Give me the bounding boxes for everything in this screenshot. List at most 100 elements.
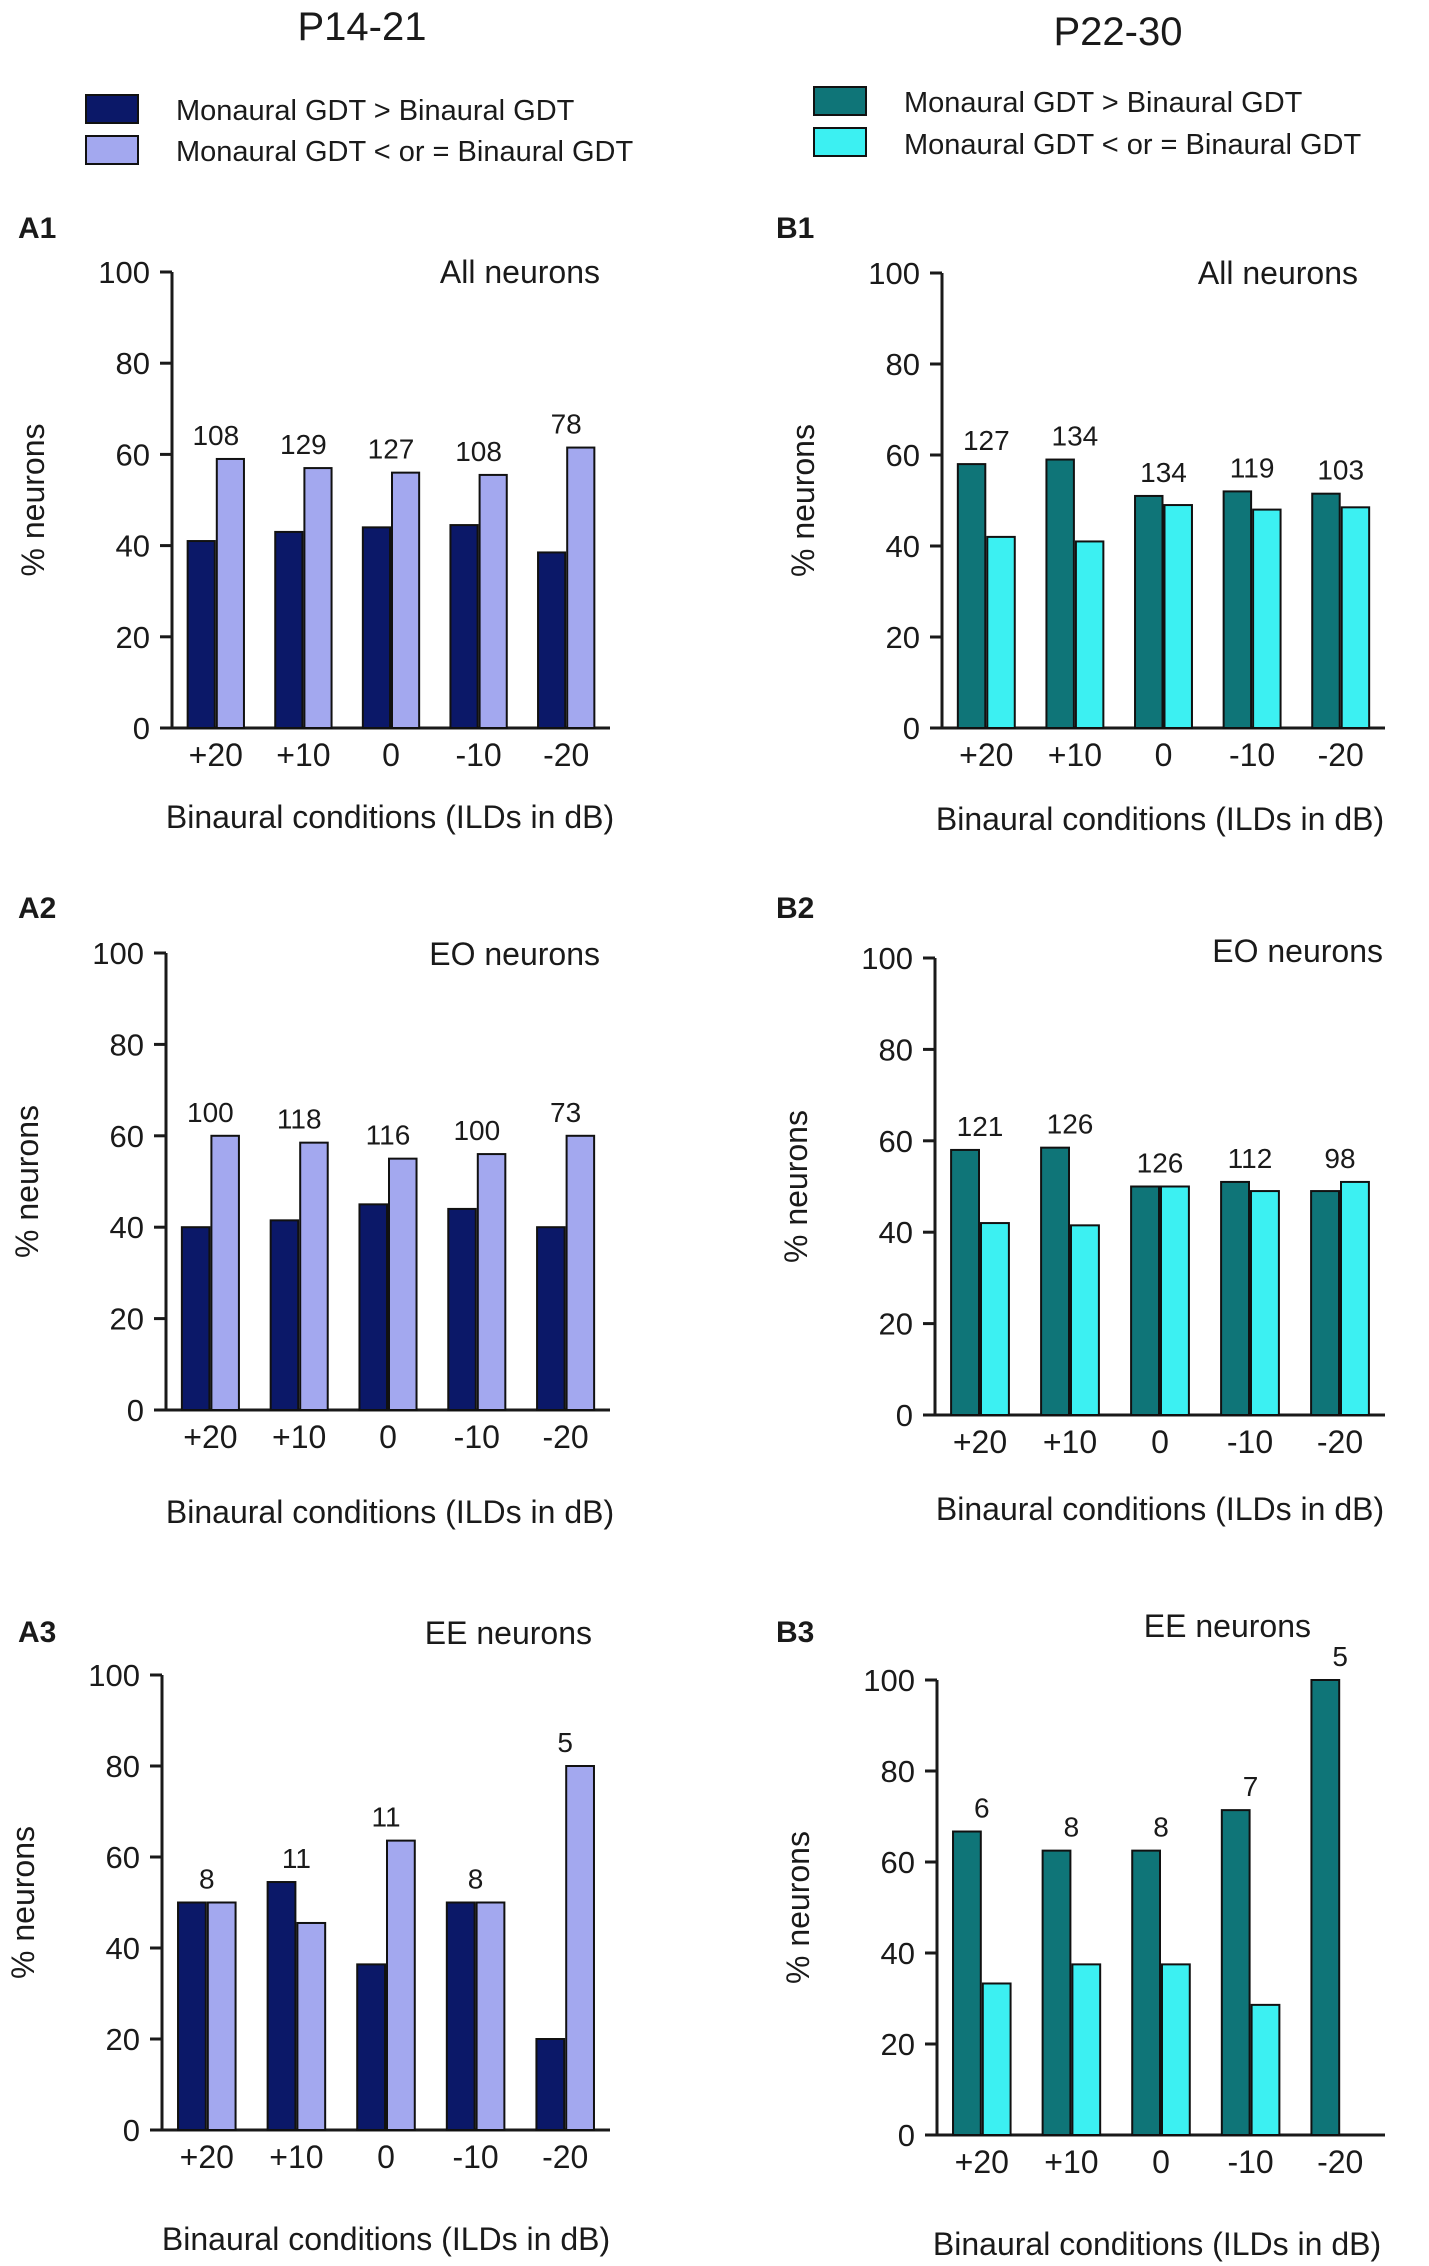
bar-monaural-greater xyxy=(445,1901,476,2131)
x-axis-label: Binaural conditions (ILDs in dB) xyxy=(933,2226,1381,2262)
x-tick-label: -20 xyxy=(542,2139,588,2175)
y-tick-label: 0 xyxy=(898,2118,915,2153)
legend-label-monaural-greater: Monaural GDT > Binaural GDT xyxy=(904,87,1303,119)
bar-monaural-greater xyxy=(1040,1146,1070,1417)
x-tick-label: -10 xyxy=(1227,1424,1273,1460)
bar-monaural-greater xyxy=(1220,1809,1251,2136)
y-tick-label: 100 xyxy=(98,255,150,290)
bar-monaural-less-equal xyxy=(299,1141,329,1412)
chart-title: All neurons xyxy=(1198,255,1358,291)
chart-title: EE neurons xyxy=(1144,1608,1311,1644)
panel-label: A3 xyxy=(18,1616,56,1649)
bar-monaural-greater xyxy=(447,1207,477,1412)
sample-size-label: 98 xyxy=(1324,1143,1355,1174)
bar-monaural-greater xyxy=(361,526,391,729)
sample-size-label: 119 xyxy=(1230,452,1275,483)
chart-panel-b1: B1 All neurons 0 20 40 60 80 100 % neurons Binaur… xyxy=(776,212,1385,837)
bar-monaural-greater xyxy=(266,1881,297,2132)
x-tick-label: 0 xyxy=(1155,737,1173,773)
legend-swatch-monaural-greater xyxy=(85,94,139,124)
x-tick-label: -20 xyxy=(542,1419,588,1455)
legend-swatch-monaural-greater xyxy=(813,86,867,116)
sample-size-label: 118 xyxy=(277,1104,322,1135)
bar-monaural-less-equal xyxy=(1340,1180,1370,1417)
bar-monaural-less-equal xyxy=(386,1839,416,2131)
y-tick-label: 100 xyxy=(92,936,144,971)
bar-monaural-greater xyxy=(950,1148,980,1416)
bar-monaural-less-equal xyxy=(1250,2003,1281,2136)
bar-monaural-less-equal xyxy=(1074,540,1105,730)
x-tick-label: -10 xyxy=(455,737,501,773)
sample-size-label: 8 xyxy=(1064,1812,1080,1843)
bar-monaural-less-equal xyxy=(981,1982,1012,2136)
y-tick-label: 20 xyxy=(879,1307,913,1342)
group-title-p22-30: P22-30 xyxy=(1054,10,1183,54)
y-tick-label: 0 xyxy=(123,2113,140,2148)
bar-monaural-greater xyxy=(1134,494,1164,730)
y-tick-label: 0 xyxy=(127,1393,144,1428)
chart-title: EO neurons xyxy=(1212,933,1383,969)
bar-monaural-greater xyxy=(1130,1185,1160,1416)
x-tick-label: -20 xyxy=(543,737,589,773)
bar-monaural-less-equal xyxy=(388,1157,418,1412)
sample-size-label: 134 xyxy=(1052,421,1099,452)
x-axis-label: Binaural conditions (ILDs in dB) xyxy=(166,799,614,835)
bar-monaural-less-equal xyxy=(1071,1963,1102,2136)
y-tick-label: 40 xyxy=(106,1931,140,1966)
x-tick-label: -20 xyxy=(1318,737,1364,773)
bar-monaural-less-equal xyxy=(303,467,333,729)
y-tick-label: 0 xyxy=(896,1398,913,1433)
y-tick-label: 100 xyxy=(861,941,913,976)
bar-monaural-greater xyxy=(180,1226,211,1411)
bar-monaural-greater xyxy=(1311,492,1341,729)
x-tick-label: +20 xyxy=(183,1419,237,1455)
chart-title: All neurons xyxy=(440,254,600,290)
y-tick-label: 60 xyxy=(106,1840,140,1875)
x-tick-label: +10 xyxy=(1044,2144,1098,2180)
y-tick-label: 80 xyxy=(879,1032,913,1067)
y-tick-label: 80 xyxy=(106,1749,140,1784)
bar-monaural-less-equal xyxy=(296,1921,327,2131)
x-tick-label: 0 xyxy=(1151,1424,1169,1460)
bar-monaural-greater xyxy=(535,2038,566,2131)
y-tick-label: 80 xyxy=(886,347,920,382)
panel-label: A1 xyxy=(18,212,56,245)
bar-monaural-greater xyxy=(1131,1849,1161,2136)
legend-p22-30: Monaural GDT > Binaural GDT Monaural GDT… xyxy=(813,86,1361,161)
panel-label: B2 xyxy=(776,892,814,925)
sample-size-label: 78 xyxy=(551,409,582,440)
y-axis-label: % neurons xyxy=(9,1105,45,1258)
chart-panel-a1: A1 All neurons 0 20 40 60 80 100 % neurons Binaur… xyxy=(15,212,614,835)
y-tick-label: 60 xyxy=(881,1845,915,1880)
bar-monaural-greater xyxy=(1310,1679,1341,2136)
x-axis-label: Binaural conditions (ILDs in dB) xyxy=(166,1494,614,1530)
bar-monaural-less-equal xyxy=(1250,1190,1280,1416)
y-tick-label: 100 xyxy=(868,256,920,291)
x-axis-label: Binaural conditions (ILDs in dB) xyxy=(936,1491,1384,1527)
x-tick-label: -20 xyxy=(1317,2144,1363,2180)
x-tick-label: +20 xyxy=(955,2144,1009,2180)
bar-monaural-less-equal xyxy=(565,1765,595,2131)
y-tick-label: 20 xyxy=(881,2027,915,2062)
y-tick-label: 20 xyxy=(106,2022,140,2057)
bar-monaural-greater xyxy=(1220,1180,1250,1417)
y-tick-label: 80 xyxy=(110,1027,144,1062)
legend-p14-21: Monaural GDT > Binaural GDT Monaural GDT… xyxy=(85,94,633,168)
panel-label: A2 xyxy=(18,892,56,925)
bar-monaural-less-equal xyxy=(986,535,1016,730)
sample-size-label: 73 xyxy=(550,1097,581,1128)
sample-size-label: 100 xyxy=(453,1115,500,1146)
group-title-p14-21: P14-21 xyxy=(298,5,427,49)
sample-size-label: 127 xyxy=(368,434,415,465)
bar-monaural-greater xyxy=(1222,490,1253,729)
sample-size-label: 129 xyxy=(280,429,327,460)
bar-monaural-greater xyxy=(952,1830,982,2136)
y-tick-label: 40 xyxy=(881,1936,915,1971)
bar-monaural-less-equal xyxy=(1340,506,1371,730)
bar-monaural-less-equal xyxy=(1163,504,1193,729)
bar-monaural-greater xyxy=(358,1203,388,1411)
x-tick-label: -10 xyxy=(1227,2144,1273,2180)
x-tick-label: +10 xyxy=(272,1419,326,1455)
y-tick-label: 60 xyxy=(879,1124,913,1159)
